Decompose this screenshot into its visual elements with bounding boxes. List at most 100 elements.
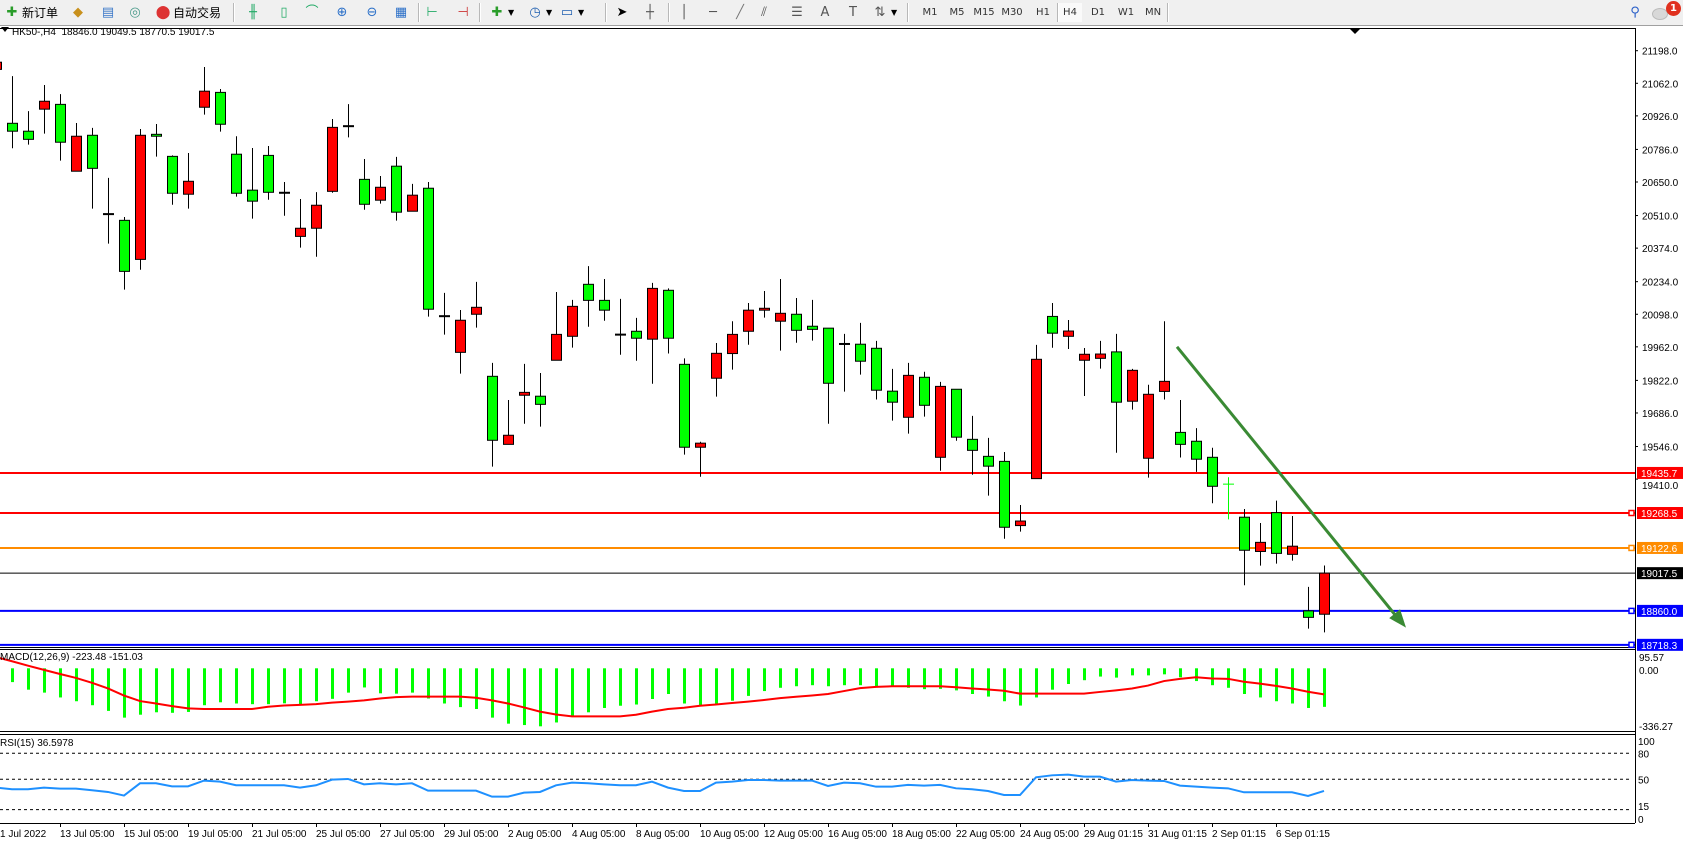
- candle-body: [1239, 516, 1250, 551]
- candle-body: [1175, 431, 1186, 445]
- candle-body: [1031, 358, 1042, 480]
- navigator-button[interactable]: ▤: [100, 3, 116, 22]
- templates-button[interactable]: ▭ ▼: [559, 3, 584, 22]
- candle: [103, 177, 114, 244]
- search-button[interactable]: ⚲: [1627, 3, 1643, 22]
- zoom-in-button[interactable]: ⊕: [334, 3, 350, 22]
- candle: [407, 183, 418, 212]
- horizontal-line-button[interactable]: ─: [705, 3, 721, 22]
- candle: [1223, 477, 1234, 520]
- candle: [535, 372, 546, 427]
- candle: [1015, 504, 1026, 532]
- candle: [359, 158, 370, 210]
- time-tick-label: 31 Aug 01:15: [1148, 829, 1207, 840]
- candle-body: [1127, 369, 1138, 402]
- rsi-line: [0, 773, 1325, 798]
- candle-body: [807, 325, 818, 330]
- cursor-button[interactable]: ➤: [614, 3, 630, 22]
- text-button[interactable]: A: [817, 3, 833, 22]
- candle: [39, 84, 50, 134]
- candle-body: [647, 287, 658, 340]
- candle: [791, 297, 802, 343]
- periods-icon: ◷: [529, 4, 541, 20]
- timeframe-w1-button[interactable]: W1: [1117, 7, 1135, 18]
- candle-body: [1207, 456, 1218, 487]
- timeframe-m5-button[interactable]: M5: [949, 7, 965, 18]
- chart-shift-button[interactable]: ⊢: [424, 3, 440, 22]
- bar-chart-button[interactable]: ╫: [245, 3, 261, 22]
- timeframe-h1-button[interactable]: H1: [1036, 7, 1050, 18]
- equidistant-channel-button[interactable]: ⫽: [756, 3, 772, 22]
- fibonacci-button[interactable]: ☰: [789, 3, 805, 22]
- level-price-badge: [1637, 466, 1683, 479]
- candlestick-button[interactable]: ▯: [276, 3, 292, 22]
- market-watch-button[interactable]: ◆: [70, 3, 86, 22]
- tile-windows-button[interactable]: ▦: [393, 3, 409, 22]
- candle-body: [391, 165, 402, 213]
- timeframe-h4-button[interactable]: H4: [1058, 3, 1082, 22]
- new-order-icon: ✚: [6, 4, 18, 20]
- candle: [583, 266, 594, 327]
- vertical-line-button[interactable]: │: [676, 3, 692, 22]
- candle: [487, 362, 498, 467]
- timeframe-d1-button[interactable]: D1: [1090, 7, 1106, 18]
- level-price-badge: [1637, 507, 1683, 520]
- trendline-button[interactable]: ╱: [732, 3, 748, 22]
- auto-trading-button[interactable]: ⬤ 自动交易: [155, 3, 221, 22]
- signals-button[interactable]: ◎: [127, 3, 143, 22]
- crosshair-button[interactable]: ┼: [642, 3, 658, 22]
- level-marker-handle: [1628, 544, 1635, 552]
- candle-body: [199, 90, 210, 108]
- price-tick-label: 20098.0: [1642, 310, 1679, 321]
- candle-body: [823, 327, 834, 384]
- timeframe-m30-button[interactable]: M30: [1001, 7, 1023, 18]
- indicators-button[interactable]: ✚ ▼: [489, 3, 515, 22]
- candle: [551, 291, 562, 361]
- chevron-down-icon: ▼: [508, 8, 515, 17]
- candle-body: [535, 395, 546, 405]
- candle: [983, 437, 994, 496]
- candle: [935, 381, 946, 471]
- candle: [471, 281, 482, 328]
- periods-button[interactable]: ◷ ▼: [527, 3, 552, 22]
- candle: [263, 146, 274, 200]
- chevron-down-icon: ▼: [578, 8, 585, 17]
- zoom-out-button[interactable]: ⊖: [364, 3, 380, 22]
- candle-body: [311, 204, 322, 229]
- candle-body: [375, 186, 386, 201]
- line-chart-button[interactable]: ⌒: [304, 3, 320, 22]
- candle: [1079, 348, 1090, 396]
- candle-body: [39, 100, 50, 110]
- candle: [55, 94, 66, 161]
- candle: [1031, 344, 1042, 480]
- timeframe-mn-button[interactable]: MN: [1144, 7, 1162, 18]
- candle: [1207, 447, 1218, 504]
- text-label-button[interactable]: T: [845, 3, 861, 22]
- candle: [375, 176, 386, 204]
- candle: [1271, 500, 1282, 564]
- candle: [567, 299, 578, 348]
- candle-body: [1271, 512, 1282, 554]
- timeframe-m15-button[interactable]: M15: [973, 7, 995, 18]
- autoscroll-button[interactable]: ⊣: [455, 3, 471, 22]
- text-label-icon: T: [849, 4, 857, 20]
- zoom-out-icon: ⊖: [366, 4, 378, 20]
- candle-body: [423, 187, 434, 310]
- timeframe-m1-button[interactable]: M1: [922, 7, 938, 18]
- candle: [1063, 320, 1074, 350]
- candle-body: [663, 289, 674, 339]
- new-order-button[interactable]: ✚ 新订单: [4, 3, 58, 22]
- candle: [135, 129, 146, 270]
- candle: [1111, 333, 1122, 453]
- price-tick-label: 20510.0: [1642, 212, 1679, 223]
- candle-body: [743, 309, 754, 332]
- candle-body: [183, 180, 194, 195]
- price-tick-label: 20234.0: [1642, 278, 1679, 289]
- rsi-tick-label: 80: [1638, 749, 1650, 760]
- candle-body: [775, 312, 786, 322]
- arrows-button[interactable]: ⇅ ▼: [872, 3, 898, 22]
- candle-body: [0, 61, 2, 70]
- candle-body: [679, 363, 690, 448]
- candle: [871, 340, 882, 400]
